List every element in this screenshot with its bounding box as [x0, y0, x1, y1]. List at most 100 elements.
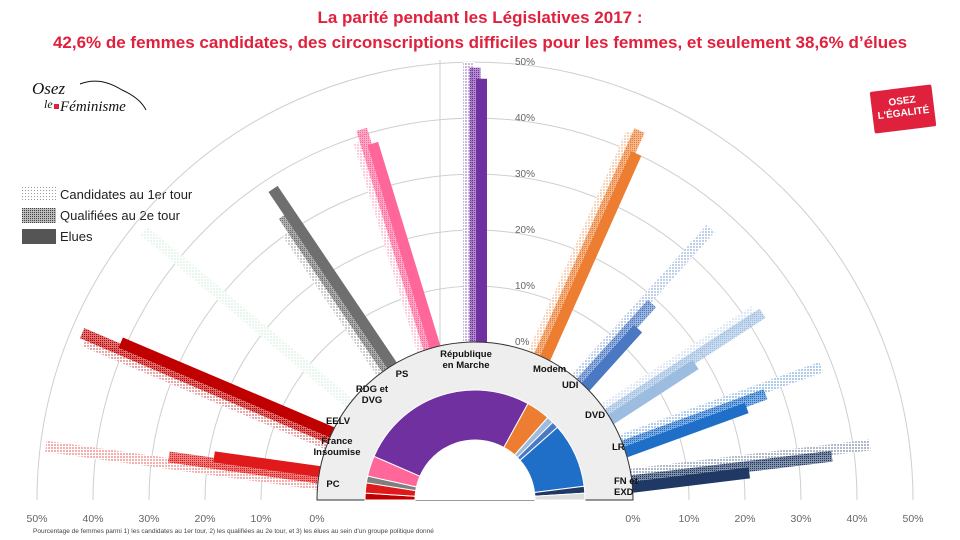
- category-label: PC: [326, 479, 339, 490]
- radial-tick-label: 20%: [515, 225, 535, 236]
- bar-elues: [631, 467, 751, 493]
- category-label: Modem: [533, 364, 566, 375]
- right-tick-label: 10%: [678, 513, 699, 525]
- hemicycle-inner: [415, 440, 535, 500]
- category-label-line: EXD: [614, 487, 634, 498]
- bar-candidates: [282, 230, 386, 376]
- category-bars-fnet-exd: [630, 439, 871, 493]
- right-tick-label: 40%: [846, 513, 867, 525]
- chart-title-line1: La parité pendant les Législatives 2017 …: [317, 8, 643, 27]
- category-label-line: LR: [612, 442, 625, 453]
- category-label: LR: [612, 442, 625, 453]
- right-tick-label: 0%: [625, 513, 640, 525]
- category-label-line: UDI: [562, 380, 578, 391]
- radial-tick-label: 10%: [515, 281, 535, 292]
- left-tick-label: 50%: [26, 513, 47, 525]
- category-label: République en Marche: [440, 349, 492, 371]
- legend-swatch-light: [22, 187, 56, 202]
- bar-candidates: [619, 361, 824, 446]
- category-label: EELV: [326, 416, 351, 427]
- radial-tick-label: 0%: [515, 337, 530, 348]
- category-label-line: DVD: [585, 410, 605, 421]
- bar-elues: [118, 337, 335, 438]
- grid-arc: [36, 61, 914, 501]
- category-label: France Insoumise: [314, 436, 361, 458]
- bar-candidates: [630, 439, 871, 480]
- category-label-line: PC: [326, 479, 339, 490]
- bar-candidates: [600, 306, 758, 414]
- category-bars-eelv: [140, 226, 354, 408]
- category-bars-dvd: [600, 306, 766, 425]
- category-label-line: France: [321, 436, 352, 447]
- svg-text:le: le: [44, 97, 53, 111]
- category-label: DVD: [585, 410, 605, 421]
- category-label: PS: [396, 369, 409, 380]
- chart-legend: Candidates au 1er tour Qualifiées au 2e …: [22, 184, 192, 247]
- chart-title-line2: 42,6% de femmes candidates, des circonsc…: [52, 33, 908, 52]
- bar-candidates: [45, 440, 319, 490]
- footnote: Pourcentage de femmes parmi 1) les candi…: [33, 528, 434, 535]
- bar-candidates: [571, 224, 715, 382]
- category-bars-république-enmarche: [463, 62, 487, 342]
- bar-candidates: [140, 226, 354, 408]
- left-tick-label: 20%: [194, 513, 215, 525]
- right-tick-label: 50%: [902, 513, 923, 525]
- legend-item-elues: Elues: [22, 226, 192, 247]
- bar-elues: [581, 324, 643, 391]
- category-label: UDI: [562, 380, 578, 391]
- left-tick-label: 40%: [82, 513, 103, 525]
- bar-elues: [540, 151, 642, 361]
- legend-swatch-solid: [22, 229, 56, 244]
- legend-item-qualifiees: Qualifiées au 2e tour: [22, 205, 192, 226]
- radial-tick-label: 30%: [515, 169, 535, 180]
- category-label-line: RDG et: [356, 384, 389, 395]
- bar-qualifiees: [604, 308, 766, 419]
- right-tick-label: 20%: [734, 513, 755, 525]
- svg-text:Osez: Osez: [32, 79, 65, 98]
- category-label-line: Insoumise: [314, 447, 361, 458]
- category-label-line: EELV: [326, 416, 351, 427]
- bar-elues: [367, 141, 441, 349]
- bar-qualifiees: [278, 212, 392, 373]
- category-label-line: en Marche: [443, 360, 490, 371]
- legend-label-candidates: Candidates au 1er tour: [60, 187, 193, 202]
- category-bars-udi: [571, 224, 715, 391]
- left-tick-label: 0%: [309, 513, 324, 525]
- right-tick-label: 30%: [790, 513, 811, 525]
- category-label-line: DVG: [362, 395, 383, 406]
- bar-qualifiees: [356, 127, 435, 351]
- legend-label-elues: Elues: [60, 229, 93, 244]
- bar-elues: [213, 451, 321, 478]
- bar-candidates: [82, 336, 330, 450]
- left-tick-label: 10%: [250, 513, 271, 525]
- category-label: RDG et DVG: [356, 384, 389, 406]
- legend-swatch-medium: [22, 208, 56, 223]
- legend-label-qualifiees: Qualifiées au 2e tour: [60, 208, 180, 223]
- category-label-line: République: [440, 349, 492, 360]
- osez-le-feminisme-logo: Osez le Féminisme: [30, 78, 148, 116]
- category-label-line: PS: [396, 369, 409, 380]
- radial-tick-label: 40%: [515, 113, 535, 124]
- category-bars-france-insoumise: [79, 328, 335, 450]
- category-bars-pc: [45, 440, 321, 490]
- svg-text:Féminisme: Féminisme: [59, 99, 126, 115]
- category-bars-lr: [619, 361, 824, 458]
- bar-qualifiees: [79, 328, 332, 444]
- bar-elues: [608, 359, 699, 425]
- left-tick-label: 30%: [138, 513, 159, 525]
- category-label: FN et EXD: [614, 476, 639, 498]
- bar-qualifiees: [168, 451, 320, 484]
- category-label-line: Modem: [533, 364, 566, 375]
- legend-item-candidates: Candidates au 1er tour: [22, 184, 192, 205]
- bar-elues: [623, 402, 749, 458]
- radial-tick-label: 50%: [515, 57, 535, 68]
- category-bars-ps: [353, 127, 441, 353]
- bar-qualifiees: [576, 299, 657, 387]
- bar-candidates: [353, 140, 428, 353]
- bar-qualifiees: [534, 128, 645, 358]
- bar-qualifiees: [621, 389, 768, 452]
- bar-qualifiees: [631, 450, 833, 487]
- category-label-line: FN et: [614, 476, 639, 487]
- bar-candidates: [528, 130, 637, 356]
